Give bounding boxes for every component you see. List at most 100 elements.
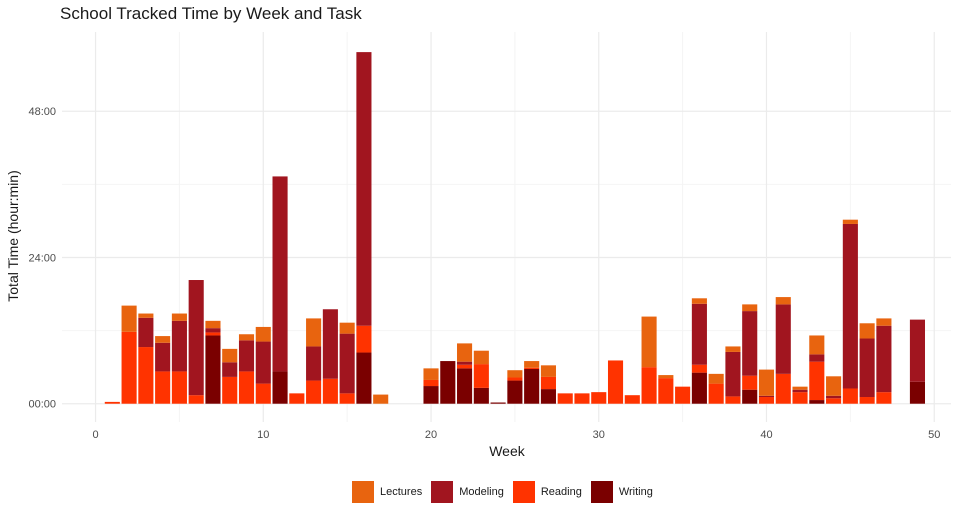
bar-reading-week-15 (339, 393, 355, 404)
bar-reading-week-14 (322, 378, 338, 404)
bar-lectures-week-15 (339, 322, 355, 334)
legend-item-reading: Reading (512, 481, 582, 503)
bar-reading-week-1 (104, 401, 120, 404)
bar-writing-week-24 (490, 402, 506, 404)
grid-lines (62, 32, 951, 422)
bar-modeling-week-15 (339, 333, 355, 394)
bar-lectures-week-40 (758, 369, 775, 396)
bar-lectures-week-26 (524, 361, 540, 368)
bar-reading-week-38 (725, 396, 741, 404)
bar-lectures-week-17 (373, 394, 389, 404)
bar-reading-week-23 (473, 364, 489, 388)
bar-reading-week-39 (742, 375, 758, 390)
bar-writing-week-49 (909, 381, 926, 404)
bar-lectures-week-37 (708, 373, 724, 384)
bar-reading-week-13 (306, 380, 322, 404)
bar-modeling-week-11 (272, 176, 288, 372)
bar-reading-week-5 (171, 371, 187, 404)
bar-lectures-week-45 (842, 219, 858, 224)
bar-reading-week-4 (155, 371, 171, 404)
legend-item-lectures: Lectures (352, 481, 422, 503)
bar-lectures-week-34 (658, 375, 674, 379)
bar-lectures-week-46 (859, 323, 875, 339)
bar-reading-week-36 (691, 364, 707, 373)
bar-modeling-week-42 (792, 389, 808, 393)
bar-modeling-week-22 (457, 361, 473, 365)
bar-modeling-week-7 (205, 328, 221, 333)
bar-modeling-week-49 (909, 319, 926, 382)
x-tick-label: 10 (257, 429, 269, 441)
legend-swatch-lectures (352, 481, 374, 503)
bar-modeling-week-39 (742, 311, 758, 376)
bar-lectures-week-38 (725, 346, 741, 352)
bar-modeling-week-44 (826, 395, 842, 399)
bar-reading-week-26 (524, 367, 540, 369)
bar-reading-week-25 (507, 377, 523, 381)
bar-reading-week-31 (607, 360, 624, 404)
chart-title: School Tracked Time by Week and Task (60, 4, 362, 23)
bar-writing-week-25 (507, 380, 523, 404)
bar-modeling-week-47 (876, 325, 892, 393)
bar-reading-week-37 (708, 383, 724, 404)
bar-writing-week-11 (272, 371, 288, 404)
bar-reading-week-9 (238, 371, 255, 404)
bar-writing-week-23 (473, 387, 489, 404)
bar-modeling-week-45 (842, 223, 858, 389)
bar-reading-week-40 (758, 397, 775, 404)
bar-modeling-week-6 (188, 280, 204, 396)
y-tick-label: 24:00 (28, 252, 56, 264)
bar-modeling-week-40 (758, 395, 775, 398)
legend-label-lectures: Lectures (380, 486, 423, 498)
bar-lectures-week-3 (138, 313, 154, 318)
bar-lectures-week-22 (457, 343, 473, 362)
bar-modeling-week-4 (155, 342, 171, 372)
bar-lectures-week-10 (255, 326, 271, 342)
bar-lectures-week-5 (171, 313, 187, 321)
bar-lectures-week-13 (306, 318, 322, 347)
y-axis-title: Total Time (hour:min) (5, 170, 21, 301)
y-tick-label: 00:00 (28, 399, 56, 411)
bar-lectures-week-4 (155, 336, 171, 343)
bar-modeling-week-13 (306, 346, 322, 381)
bar-reading-week-22 (457, 364, 473, 369)
bar-lectures-week-33 (641, 316, 657, 368)
bar-writing-week-36 (691, 372, 707, 404)
y-tick-label: 48:00 (28, 106, 56, 118)
bar-reading-week-6 (188, 395, 204, 404)
bar-reading-week-44 (826, 398, 842, 404)
bar-modeling-week-41 (775, 304, 791, 374)
bar-modeling-week-5 (171, 320, 187, 372)
bar-lectures-week-47 (876, 318, 892, 326)
bar-writing-week-26 (524, 368, 540, 404)
bar-lectures-week-23 (473, 350, 489, 365)
bar-lectures-week-27 (540, 365, 556, 377)
bar-reading-week-30 (591, 392, 607, 404)
bar-reading-week-35 (675, 386, 691, 404)
bar-modeling-week-46 (859, 338, 875, 398)
bar-lectures-week-42 (792, 386, 808, 390)
bar-modeling-week-38 (725, 351, 741, 397)
x-tick-label: 40 (760, 429, 772, 441)
bar-reading-week-16 (356, 325, 372, 353)
bar-reading-week-3 (138, 347, 154, 404)
legend-swatch-reading (512, 481, 535, 503)
bar-lectures-week-9 (238, 334, 255, 341)
bar-modeling-week-10 (255, 341, 271, 384)
bar-reading-week-28 (557, 393, 573, 404)
bar-writing-week-43 (809, 400, 825, 404)
bar-reading-week-42 (792, 392, 808, 404)
x-axis-ticks: 0 10 20 30 40 50 (92, 429, 940, 441)
legend-swatch-writing (590, 481, 613, 503)
legend-label-reading: Reading (540, 486, 582, 498)
legend-label-writing: Writing (618, 486, 653, 498)
bar-reading-week-7 (205, 332, 221, 336)
bar-reading-week-2 (121, 331, 137, 404)
x-tick-label: 20 (425, 429, 437, 441)
bars (104, 52, 926, 404)
bar-reading-week-10 (255, 383, 271, 404)
bar-reading-week-12 (289, 393, 305, 404)
bar-lectures-week-36 (691, 298, 707, 304)
bar-lectures-week-25 (507, 370, 523, 378)
bar-lectures-week-20 (423, 368, 439, 380)
